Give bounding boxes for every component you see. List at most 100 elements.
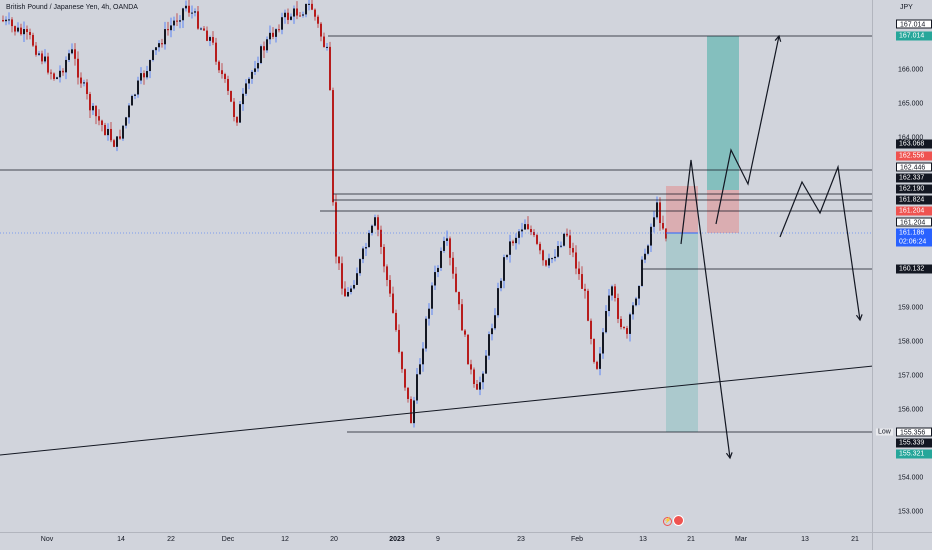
date-tick: 20 [330, 536, 338, 543]
candle-body [2, 20, 4, 22]
candle-body [398, 329, 400, 352]
candle-body [293, 8, 295, 17]
candle-body [209, 37, 211, 41]
candle-body [89, 94, 91, 111]
currency-label[interactable]: JPY [900, 4, 913, 11]
candle-body [356, 273, 358, 285]
candle-body [596, 361, 598, 369]
price-tick: 157.000 [898, 372, 924, 380]
candle-body [608, 295, 610, 312]
candle-body [311, 3, 313, 10]
candle-body [422, 348, 424, 365]
candle-body [272, 32, 274, 37]
candle-body [26, 29, 28, 33]
price-axis-separator [872, 0, 873, 550]
price-tag: 162.190 [896, 184, 932, 194]
candle-body [299, 15, 301, 17]
candle-body [32, 34, 34, 46]
date-tick: 2023 [389, 536, 405, 543]
candle-body [449, 238, 451, 258]
candle-body [575, 252, 577, 269]
candle-body [23, 29, 25, 35]
candle-body [662, 223, 664, 229]
candle-body [371, 225, 373, 233]
candle-body [443, 240, 445, 251]
candle-body [35, 45, 37, 55]
candle-body [263, 46, 265, 51]
price-tag-target-profit: 155.321 [896, 449, 932, 459]
price-tag-stop: 162.556 [896, 151, 932, 161]
candle-body [182, 8, 184, 21]
candle-body [170, 25, 172, 31]
candle-body [47, 56, 49, 73]
candle-body [383, 246, 385, 267]
candle-body [254, 68, 256, 72]
lightning-icon[interactable]: ⚡ [663, 517, 672, 526]
price-chart-plot[interactable] [0, 0, 872, 532]
candle-body [188, 5, 190, 13]
candle-body [206, 30, 208, 41]
candle-body [101, 120, 103, 125]
candle-body [551, 258, 553, 260]
candle-body [419, 364, 421, 375]
candle-body [458, 291, 460, 305]
candle-body [656, 202, 658, 218]
price-tag-low: 155.356 [896, 427, 932, 437]
candle-body [563, 233, 565, 246]
candle-body [485, 355, 487, 374]
candle-body [5, 19, 7, 22]
candle-body [281, 17, 283, 30]
candle-body [149, 60, 151, 72]
candle-body [500, 280, 502, 289]
economic-event-icon[interactable] [673, 515, 684, 526]
candle-body [386, 266, 388, 281]
candle-body [323, 36, 325, 47]
candle-body [554, 256, 556, 259]
candle-body [107, 128, 109, 136]
date-tick: 12 [281, 536, 289, 543]
candle-body [623, 327, 625, 329]
candle-body [572, 248, 574, 253]
candle-body [545, 260, 547, 266]
candle-body [581, 274, 583, 289]
candle-body [347, 292, 349, 297]
candle-body [224, 74, 226, 79]
candle-body [521, 229, 523, 232]
candle-body [86, 82, 88, 95]
date-tick: 13 [639, 536, 647, 543]
candle-body [407, 387, 409, 399]
arrow-head-down [725, 452, 733, 460]
candle-body [362, 248, 364, 260]
candle-body [116, 136, 118, 147]
candle-body [227, 78, 229, 91]
candle-body [452, 257, 454, 274]
candle-body [467, 334, 469, 365]
candle-body [593, 339, 595, 362]
candle-body [137, 80, 139, 95]
candle-body [647, 245, 649, 254]
candle-body [53, 73, 55, 79]
candle-body [341, 263, 343, 289]
candle-body [50, 72, 52, 74]
candle-body [278, 29, 280, 31]
price-tick: 154.000 [898, 474, 924, 482]
candle-body [17, 27, 19, 32]
candle-body [332, 90, 334, 203]
candle-body [44, 56, 46, 62]
candle-body [392, 293, 394, 313]
candle-body [584, 288, 586, 291]
symbol-title[interactable]: British Pound / Japanese Yen, 4h, OANDA [6, 4, 138, 11]
candle-body [533, 232, 535, 236]
arrow-head-down [855, 314, 863, 322]
candle-body [587, 290, 589, 321]
candle-body [518, 231, 520, 238]
candle-body [65, 59, 67, 73]
candle-body [71, 49, 73, 54]
candle-body [377, 217, 379, 230]
candle-body [326, 46, 328, 48]
price-tag-target-line: 167.014 [896, 19, 932, 29]
low-marker: Low [876, 428, 893, 436]
candle-body [191, 12, 193, 14]
candle-body [644, 253, 646, 260]
